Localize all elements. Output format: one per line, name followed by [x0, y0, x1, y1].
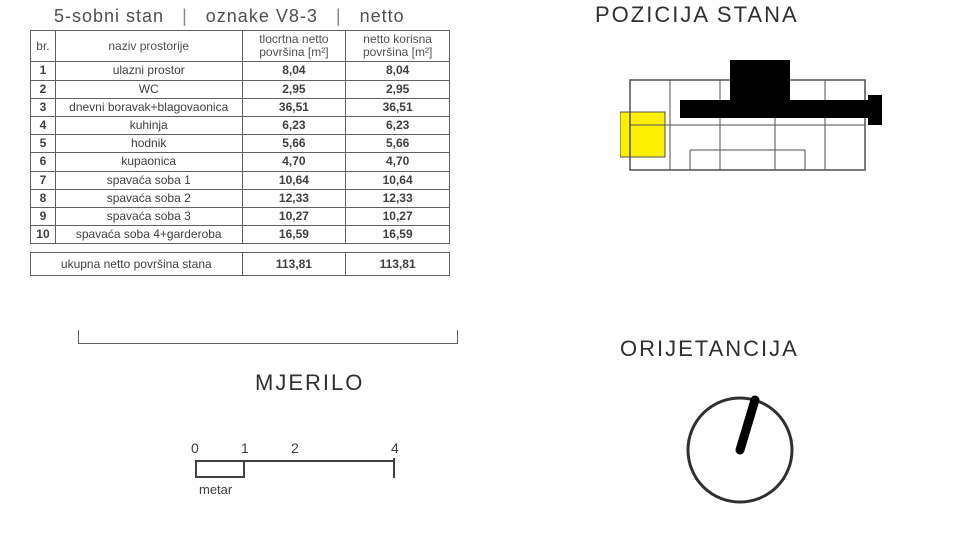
row-b: 36,51 [346, 98, 450, 116]
row-name: kuhinja [55, 116, 242, 134]
row-a: 16,59 [242, 226, 346, 244]
row-a: 10,64 [242, 171, 346, 189]
scale-unit-label: metar [199, 482, 232, 497]
table-row: 8spavaća soba 212,3312,33 [31, 189, 450, 207]
room-table-wrap: br. naziv prostorije tlocrtna netto povr… [30, 30, 450, 276]
row-a: 10,27 [242, 207, 346, 225]
row-a: 8,04 [242, 62, 346, 80]
table-row: 10spavaća soba 4+garderoba16,5916,59 [31, 226, 450, 244]
row-num: 2 [31, 80, 56, 98]
row-a: 6,23 [242, 116, 346, 134]
table-row: 7spavaća soba 110,6410,64 [31, 171, 450, 189]
total-label: ukupna netto površina stana [31, 253, 243, 276]
row-a: 2,95 [242, 80, 346, 98]
col-header-b: netto korisna površina [m²] [346, 31, 450, 62]
col-header-a: tlocrtna netto površina [m²] [242, 31, 346, 62]
col-header-br: br. [31, 31, 56, 62]
orijentacija-title: ORIJETANCIJA [620, 336, 799, 362]
row-name: kupaonica [55, 153, 242, 171]
table-bracket [78, 330, 458, 344]
row-a: 12,33 [242, 189, 346, 207]
floorplan-diagram [620, 40, 900, 190]
row-num: 3 [31, 98, 56, 116]
table-row: 6kupaonica4,704,70 [31, 153, 450, 171]
room-table: br. naziv prostorije tlocrtna netto povr… [30, 30, 450, 244]
row-b: 10,64 [346, 171, 450, 189]
total-a: 113,81 [242, 253, 346, 276]
table-row: 9spavaća soba 310,2710,27 [31, 207, 450, 225]
row-a: 36,51 [242, 98, 346, 116]
row-name: hodnik [55, 135, 242, 153]
row-a: 4,70 [242, 153, 346, 171]
scale-bar-wrap: 0124 metar [195, 440, 425, 500]
table-row: 3dnevni boravak+blagovaonica36,5136,51 [31, 98, 450, 116]
row-name: spavaća soba 3 [55, 207, 242, 225]
scale-tick-label: 4 [391, 440, 399, 456]
row-name: spavaća soba 1 [55, 171, 242, 189]
row-name: spavaća soba 4+garderoba [55, 226, 242, 244]
row-num: 6 [31, 153, 56, 171]
table-row: 1ulazni prostor8,048,04 [31, 62, 450, 80]
header-part3: netto [360, 6, 405, 26]
total-row: ukupna netto površina stana 113,81 113,8… [31, 253, 450, 276]
row-b: 4,70 [346, 153, 450, 171]
header-sep1: | [182, 6, 188, 26]
row-b: 2,95 [346, 80, 450, 98]
row-num: 5 [31, 135, 56, 153]
total-table: ukupna netto površina stana 113,81 113,8… [30, 252, 450, 276]
col-header-name: naziv prostorije [55, 31, 242, 62]
total-b: 113,81 [346, 253, 450, 276]
row-num: 1 [31, 62, 56, 80]
row-b: 8,04 [346, 62, 450, 80]
row-b: 5,66 [346, 135, 450, 153]
row-num: 9 [31, 207, 56, 225]
row-b: 6,23 [346, 116, 450, 134]
row-name: ulazni prostor [55, 62, 242, 80]
mjerilo-title: MJERILO [255, 370, 364, 396]
header-line: 5-sobni stan | oznake V8-3 | netto [54, 6, 405, 27]
table-row: 4kuhinja6,236,23 [31, 116, 450, 134]
table-row: 5hodnik5,665,66 [31, 135, 450, 153]
compass-diagram [680, 390, 800, 510]
header-part1: 5-sobni stan [54, 6, 164, 26]
scale-tick-label: 0 [191, 440, 199, 456]
row-num: 10 [31, 226, 56, 244]
header-sep2: | [336, 6, 342, 26]
row-a: 5,66 [242, 135, 346, 153]
row-b: 12,33 [346, 189, 450, 207]
scale-tick-label: 1 [241, 440, 249, 456]
scale-numbers: 0124 [195, 440, 425, 458]
row-num: 7 [31, 171, 56, 189]
row-b: 16,59 [346, 226, 450, 244]
row-b: 10,27 [346, 207, 450, 225]
scale-tick-label: 2 [291, 440, 299, 456]
row-name: spavaća soba 2 [55, 189, 242, 207]
row-name: WC [55, 80, 242, 98]
row-num: 8 [31, 189, 56, 207]
table-row: 2WC2,952,95 [31, 80, 450, 98]
table-header-row: br. naziv prostorije tlocrtna netto povr… [31, 31, 450, 62]
header-part2: oznake V8-3 [206, 6, 318, 26]
scale-bar: metar [195, 460, 425, 482]
row-name: dnevni boravak+blagovaonica [55, 98, 242, 116]
pozicija-title: POZICIJA STANA [595, 2, 799, 28]
row-num: 4 [31, 116, 56, 134]
